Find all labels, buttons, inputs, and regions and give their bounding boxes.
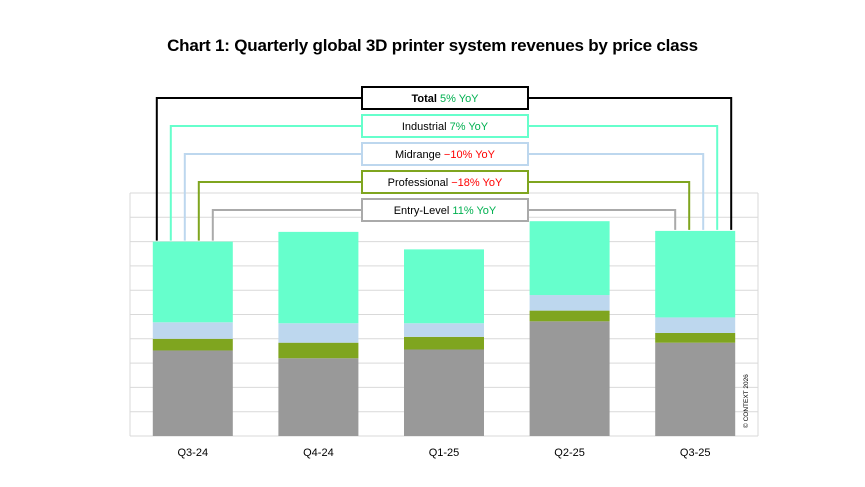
legend-yoy-change: −10% YoY xyxy=(444,149,496,161)
bar-segment-midrange xyxy=(152,322,233,339)
copyright-text: © CONTEXT 2026 xyxy=(742,374,750,428)
legend-box xyxy=(361,86,529,110)
chart-title: Chart 1: Quarterly global 3D printer sys… xyxy=(167,36,698,55)
legend-series-name: Total xyxy=(411,93,440,105)
bar-segment-midrange xyxy=(529,295,610,311)
bar-segment-entry-level xyxy=(404,349,484,436)
legend-series-name: Midrange xyxy=(395,149,444,161)
legend-connector xyxy=(528,125,719,230)
x-tick-label: Q1-25 xyxy=(429,447,460,459)
legend-connectors xyxy=(155,97,733,241)
legend: Total 5% YoY Industrial 7% YoY Midrange −1… xyxy=(361,86,529,222)
bar-segment-midrange xyxy=(655,317,736,333)
legend-yoy-change: −18% YoY xyxy=(451,177,503,189)
x-tick-label: Q3-25 xyxy=(680,447,711,459)
legend-series-name: Industrial xyxy=(402,121,450,133)
bar-segment-midrange xyxy=(278,323,359,343)
legend-connector xyxy=(197,181,362,241)
bar-segment-professional xyxy=(655,332,736,343)
legend-entry: Industrial 7% YoY xyxy=(402,121,489,133)
legend-connector xyxy=(183,153,362,241)
bar-segment-professional xyxy=(404,336,484,350)
legend-connector xyxy=(528,97,733,230)
legend-connector xyxy=(528,181,691,230)
bar-segment-industrial xyxy=(655,230,736,318)
legend-yoy-change: 5% YoY xyxy=(440,93,479,105)
bar-segment-industrial xyxy=(152,241,233,323)
legend-yoy-change: 11% YoY xyxy=(452,205,497,217)
bar-segment-professional xyxy=(152,338,233,351)
legend-entry: Midrange −10% YoY xyxy=(395,149,496,161)
x-axis-labels: Q3-24 Q4-24 Q1-25 Q2-25 Q3-25 xyxy=(178,447,711,459)
legend-connector xyxy=(528,153,705,230)
bar-segment-industrial xyxy=(529,221,610,296)
bar-segment-professional xyxy=(278,342,359,359)
bar-segment-entry-level xyxy=(529,321,610,436)
legend-entry: Professional −18% YoY xyxy=(388,177,503,189)
x-tick-label: Q2-25 xyxy=(554,447,585,459)
legend-connector xyxy=(169,125,362,241)
bars xyxy=(152,221,736,436)
x-tick-label: Q3-24 xyxy=(178,447,209,459)
bar-segment-entry-level xyxy=(655,342,736,436)
bar-segment-industrial xyxy=(404,249,484,324)
legend-connector xyxy=(211,209,362,241)
bar-segment-industrial xyxy=(278,231,359,324)
legend-box xyxy=(361,114,529,138)
bar-segment-midrange xyxy=(404,323,484,337)
legend-entry: Total 5% YoY xyxy=(411,93,479,105)
legend-connector xyxy=(528,209,677,230)
legend-series-name: Professional xyxy=(388,177,452,189)
legend-connector xyxy=(155,97,362,241)
legend-entry: Entry-Level 11% YoY xyxy=(394,205,497,217)
legend-box xyxy=(361,170,529,194)
legend-series-name: Entry-Level xyxy=(394,205,453,217)
x-tick-label: Q4-24 xyxy=(303,447,334,459)
legend-yoy-change: 7% YoY xyxy=(450,121,489,133)
bar-segment-entry-level xyxy=(152,350,233,436)
bar-segment-entry-level xyxy=(278,358,359,436)
legend-box xyxy=(361,142,529,166)
bar-segment-professional xyxy=(529,310,610,322)
legend-box xyxy=(361,198,529,222)
